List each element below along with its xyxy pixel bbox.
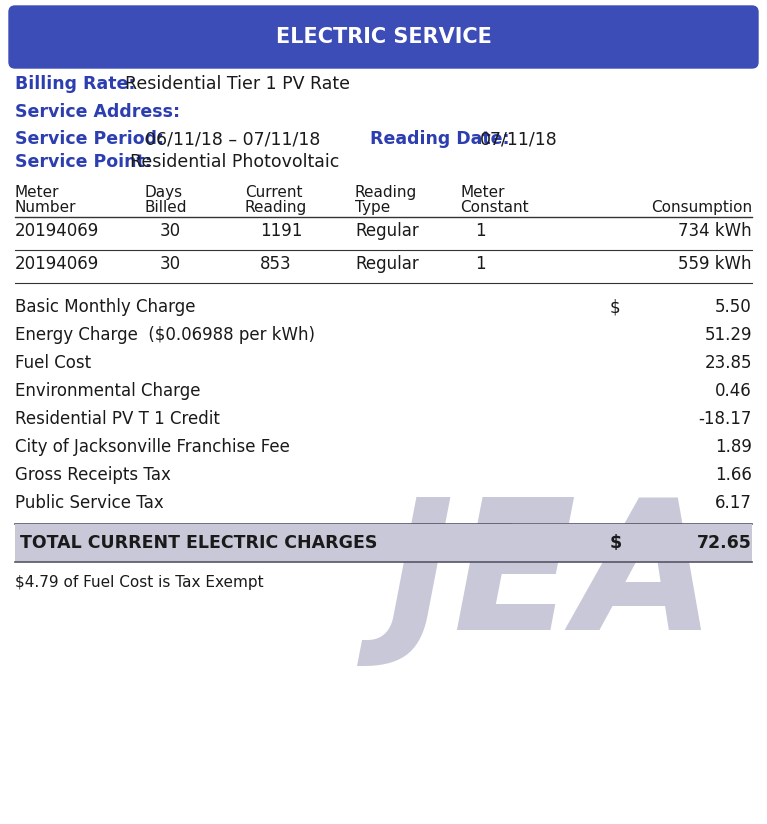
Text: 734 kWh: 734 kWh xyxy=(678,222,752,240)
Text: $: $ xyxy=(610,298,621,316)
Text: City of Jacksonville Franchise Fee: City of Jacksonville Franchise Fee xyxy=(15,438,290,456)
Text: $4.79 of Fuel Cost is Tax Exempt: $4.79 of Fuel Cost is Tax Exempt xyxy=(15,575,264,590)
FancyBboxPatch shape xyxy=(9,6,758,68)
Text: 20194069: 20194069 xyxy=(15,255,99,273)
Text: 0.46: 0.46 xyxy=(716,382,752,400)
Text: 1: 1 xyxy=(475,255,486,273)
Text: Service Address:: Service Address: xyxy=(15,103,180,121)
Text: Number: Number xyxy=(15,200,77,215)
Text: $: $ xyxy=(610,534,622,552)
Text: Billed: Billed xyxy=(145,200,187,215)
Text: 07/11/18: 07/11/18 xyxy=(480,130,558,148)
Text: Days: Days xyxy=(145,185,183,200)
Text: Regular: Regular xyxy=(355,222,419,240)
Bar xyxy=(15,524,752,562)
Text: Energy Charge  ($0.06988 per kWh): Energy Charge ($0.06988 per kWh) xyxy=(15,326,315,344)
Text: ELECTRIC SERVICE: ELECTRIC SERVICE xyxy=(275,27,492,47)
Text: 559 kWh: 559 kWh xyxy=(679,255,752,273)
Text: JEA: JEA xyxy=(387,492,717,668)
Text: 20194069: 20194069 xyxy=(15,222,99,240)
Text: Meter: Meter xyxy=(460,185,505,200)
Text: Reading Date:: Reading Date: xyxy=(370,130,509,148)
Text: 1191: 1191 xyxy=(260,222,302,240)
Text: Residential Photovoltaic: Residential Photovoltaic xyxy=(130,153,339,171)
Text: Consumption: Consumption xyxy=(651,200,752,215)
Text: 30: 30 xyxy=(160,255,181,273)
Text: Residential Tier 1 PV Rate: Residential Tier 1 PV Rate xyxy=(125,75,350,93)
Text: 1: 1 xyxy=(475,222,486,240)
Text: Reading: Reading xyxy=(355,185,417,200)
Text: Gross Receipts Tax: Gross Receipts Tax xyxy=(15,466,171,484)
Text: Environmental Charge: Environmental Charge xyxy=(15,382,200,400)
Text: Public Service Tax: Public Service Tax xyxy=(15,494,163,512)
Text: 1.89: 1.89 xyxy=(715,438,752,456)
Text: 6.17: 6.17 xyxy=(715,494,752,512)
Text: Fuel Cost: Fuel Cost xyxy=(15,354,91,372)
Text: 30: 30 xyxy=(160,222,181,240)
Text: 5.50: 5.50 xyxy=(716,298,752,316)
Text: Constant: Constant xyxy=(460,200,528,215)
Text: Type: Type xyxy=(355,200,390,215)
Text: Service Point:: Service Point: xyxy=(15,153,152,171)
Text: Basic Monthly Charge: Basic Monthly Charge xyxy=(15,298,196,316)
Text: Service Period:: Service Period: xyxy=(15,130,164,148)
Text: 23.85: 23.85 xyxy=(705,354,752,372)
Text: 853: 853 xyxy=(260,255,291,273)
Text: TOTAL CURRENT ELECTRIC CHARGES: TOTAL CURRENT ELECTRIC CHARGES xyxy=(20,534,377,552)
Text: Billing Rate:: Billing Rate: xyxy=(15,75,136,93)
Text: 51.29: 51.29 xyxy=(705,326,752,344)
Text: Regular: Regular xyxy=(355,255,419,273)
Text: Meter: Meter xyxy=(15,185,60,200)
Text: 06/11/18 – 07/11/18: 06/11/18 – 07/11/18 xyxy=(145,130,321,148)
Text: 72.65: 72.65 xyxy=(697,534,752,552)
Text: -18.17: -18.17 xyxy=(699,410,752,428)
Text: Residential PV T 1 Credit: Residential PV T 1 Credit xyxy=(15,410,220,428)
Text: Reading: Reading xyxy=(245,200,308,215)
Text: Current: Current xyxy=(245,185,302,200)
Text: 1.66: 1.66 xyxy=(715,466,752,484)
